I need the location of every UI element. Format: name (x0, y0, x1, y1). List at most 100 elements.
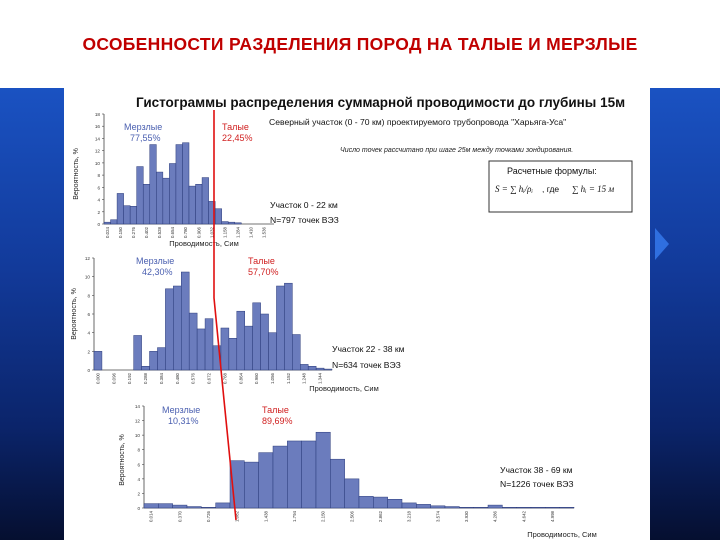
frozen-percent: 77,55% (130, 133, 161, 143)
histogram-bar (93, 351, 103, 371)
y-tick-label: 0 (87, 368, 90, 373)
formula-box: Расчетные формулы: S = ∑ hᵢ/ρᵢ , где ∑ h… (488, 160, 633, 213)
y-tick-label: 16 (95, 124, 101, 129)
histogram-bar (221, 221, 229, 225)
x-tick-label: 1.032 (209, 226, 214, 238)
thawed-label: Талые (222, 122, 249, 132)
histogram-bar (220, 327, 230, 371)
y-tick-label: 8 (97, 173, 100, 178)
points-count-label: N=634 точек ВЭЗ (332, 360, 401, 370)
histogram-bar (110, 219, 118, 225)
histogram-bar (387, 499, 403, 509)
histogram-bar (214, 208, 222, 225)
histogram-bar (344, 478, 360, 509)
thawed-label: Талые (248, 256, 275, 266)
x-tick-label: 3.218 (407, 510, 412, 522)
histogram-bar (545, 507, 560, 509)
x-tick-label: 0.480 (175, 372, 180, 384)
histogram-bar (195, 184, 203, 225)
histogram-bar (157, 347, 166, 371)
x-tick-label: 1.344 (318, 372, 323, 384)
x-tick-label: 1.438 (263, 510, 268, 522)
thawed-percent: 89,69% (262, 416, 293, 426)
histogram-bar (141, 366, 150, 371)
slide-title: ОСОБЕННОСТИ РАЗДЕЛЕНИЯ ПОРОД НА ТАЛЫЕ И … (82, 34, 638, 54)
histogram-bar (487, 504, 503, 509)
frozen-label: Мерзлые (136, 256, 174, 266)
section-label: Участок 0 - 22 км (270, 200, 338, 210)
y-tick-label: 12 (135, 419, 141, 424)
histogram-bar (149, 351, 158, 371)
x-tick-label: 0.384 (159, 372, 164, 384)
x-tick-label: 1.056 (270, 372, 275, 384)
x-tick-label: 0.726 (206, 510, 211, 522)
histogram-bar (201, 177, 209, 225)
histogram-bar (123, 205, 131, 225)
y-tick-label: 2 (137, 491, 140, 496)
histogram-bar (284, 282, 293, 371)
x-tick-label: 4.998 (550, 510, 555, 522)
frozen-label: Мерзлые (124, 122, 162, 132)
histogram-bar (143, 503, 159, 509)
y-tick-label: 12 (85, 256, 91, 261)
histogram-bar (215, 502, 231, 509)
x-tick-label: 1.284 (236, 226, 241, 238)
points-count-label: N=797 точек ВЭЗ (270, 215, 339, 225)
histogram-bar (136, 166, 144, 225)
histogram-bar (300, 364, 309, 371)
histogram-bar (358, 496, 374, 509)
y-tick-label: 14 (95, 136, 101, 141)
frozen-label: Мерзлые (162, 405, 200, 415)
x-tick-label: 1.082 (235, 510, 240, 522)
y-tick-label: 14 (135, 404, 141, 409)
histogram-bar (323, 368, 333, 371)
histogram-bar (559, 507, 575, 509)
section-label: Участок 22 - 38 км (332, 344, 405, 354)
y-tick-label: 4 (137, 477, 140, 482)
x-tick-label: 0.654 (170, 226, 175, 238)
histogram-bar (175, 144, 183, 225)
histogram-bar (186, 506, 202, 509)
x-axis-label: Проводимость, Сим (527, 530, 597, 539)
thawed-percent: 22,45% (222, 133, 253, 143)
y-tick-label: 8 (87, 293, 90, 298)
histogram-bar (196, 328, 206, 371)
histogram-panels: 0 2 4 6 8 10 12 14 16 18 0.024 0.150 0.276 0.402 0.528… (71, 110, 597, 539)
histogram-bar (252, 302, 261, 371)
frozen-percent: 42,30% (142, 267, 173, 277)
x-tick-label: 0.192 (127, 372, 132, 384)
histogram-bar (204, 318, 214, 371)
y-tick-label: 0 (97, 222, 100, 227)
histogram-bar (459, 507, 474, 509)
histogram-panel-1: 0 2 4 6 8 10 12 14 16 18 0.024 0.150 0.276 0.402 0.528… (73, 112, 339, 248)
x-tick-label: 0.864 (238, 372, 243, 384)
histogram-bar (172, 504, 188, 509)
histogram-bar (258, 452, 274, 509)
histogram-bar (165, 288, 174, 371)
x-tick-label: 4.642 (521, 510, 526, 522)
histogram-bar (315, 431, 331, 509)
y-tick-label: 10 (85, 275, 91, 280)
y-tick-label: 6 (87, 312, 90, 317)
histogram-bar (156, 171, 164, 225)
y-tick-label: 6 (97, 185, 100, 190)
x-tick-label: 0.780 (183, 226, 188, 238)
y-axis-label: Вероятность, % (71, 288, 78, 340)
histogram-bar (181, 271, 190, 371)
x-tick-label: 0.768 (222, 372, 227, 384)
histogram-bar (292, 334, 301, 371)
x-tick-label: 0.370 (177, 510, 182, 522)
histogram-bar (287, 440, 302, 509)
y-tick-label: 2 (87, 349, 90, 354)
histogram-bar (116, 193, 124, 225)
histogram-bar (307, 366, 317, 371)
y-tick-label: 12 (95, 149, 101, 154)
histogram-bar (162, 177, 170, 225)
histogram-bar (301, 440, 317, 509)
y-axis-label: Вероятность, % (73, 148, 80, 200)
formula-separator: , где (542, 184, 559, 194)
histogram-bar (401, 502, 417, 509)
y-tick-label: 10 (135, 433, 141, 438)
histogram-bar (416, 504, 431, 509)
histogram-bar (516, 507, 532, 509)
